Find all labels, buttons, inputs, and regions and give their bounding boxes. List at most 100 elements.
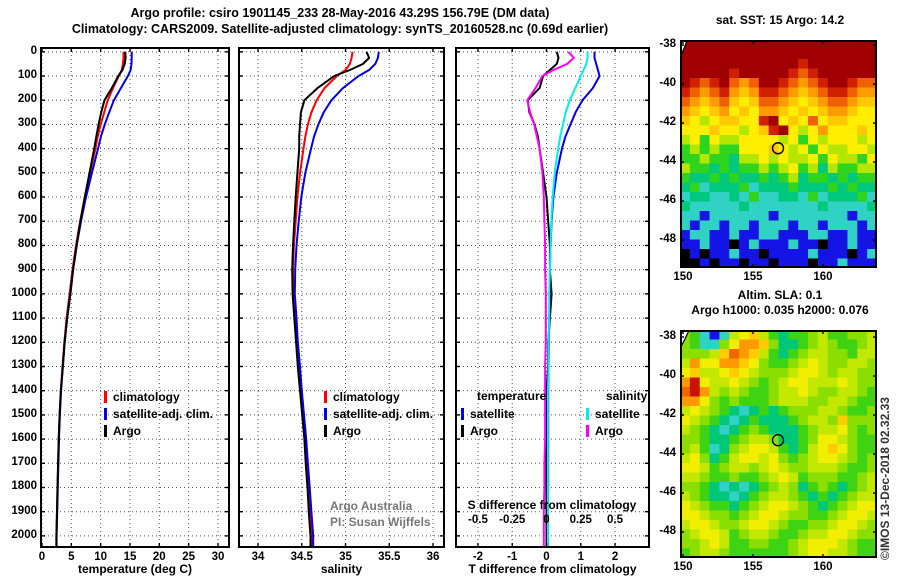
map-cell <box>729 539 740 549</box>
map-cell <box>847 239 858 250</box>
map-cell <box>680 377 691 388</box>
map-cell <box>680 59 691 69</box>
map-cell <box>768 173 779 183</box>
map-cell <box>758 97 770 107</box>
argo-swatch <box>461 424 464 437</box>
map-cell <box>768 230 779 240</box>
map-cell <box>739 249 750 259</box>
depth-tick-label: 1100 <box>12 311 37 324</box>
map-cell <box>857 78 868 88</box>
map-cell <box>768 387 779 397</box>
map-cell <box>699 349 711 359</box>
x-tick-label: 25 <box>182 551 196 563</box>
map-cell <box>847 125 858 136</box>
map-cell <box>788 116 799 126</box>
map-cell <box>847 49 858 60</box>
map-cell <box>808 491 819 502</box>
map-cell <box>847 230 858 240</box>
map-cell <box>729 501 740 511</box>
satellite-adj-swatch <box>104 407 107 420</box>
map-cell <box>680 173 691 183</box>
map-cell <box>680 163 691 174</box>
map-cell <box>739 539 750 549</box>
map-cell <box>748 491 760 502</box>
argo-float-marker <box>771 142 785 155</box>
map-cell <box>748 368 760 378</box>
map-cell <box>867 501 877 511</box>
map-cell <box>719 387 730 397</box>
map-cell <box>699 211 711 221</box>
lat-tick-label: -46 <box>659 486 676 499</box>
map-cell <box>709 163 720 174</box>
map-cell <box>768 258 779 268</box>
map-cell <box>847 106 858 117</box>
map-cell <box>837 220 848 231</box>
map-cell <box>729 349 740 359</box>
map-cell <box>689 491 701 502</box>
map-cell <box>817 220 829 231</box>
map-cell <box>778 125 789 136</box>
map-cell <box>680 358 691 369</box>
depth-tick-label: 1400 <box>11 383 37 396</box>
map-cell <box>739 258 750 268</box>
map-cell <box>798 163 809 174</box>
map-cell <box>847 163 858 174</box>
map-cell <box>867 249 877 259</box>
map-cell <box>689 349 701 359</box>
map-cell <box>857 97 868 107</box>
map-cell <box>680 211 691 221</box>
map-cell <box>788 78 799 88</box>
map-cell <box>709 201 720 212</box>
map-cell <box>857 220 868 231</box>
map-cell <box>778 249 789 259</box>
map-cell <box>689 68 701 79</box>
lat-tick-label: -38 <box>659 330 676 343</box>
map-cell <box>798 520 809 530</box>
map-cell <box>768 463 779 473</box>
legend-item: Argo <box>324 422 433 439</box>
x-tick-label: 36 <box>426 551 440 563</box>
map-cell <box>699 68 711 79</box>
x-tick-label: 35 <box>339 551 352 563</box>
map-cell <box>699 406 711 416</box>
map-cell <box>680 182 691 193</box>
map-cell <box>867 239 877 250</box>
map-cell <box>739 239 750 250</box>
depth-tick-label: 1800 <box>11 480 37 493</box>
annotation-line: PI: Susan Wijffels <box>330 515 431 529</box>
map-cell <box>808 387 819 397</box>
map-cell <box>709 59 720 69</box>
map-cell <box>699 548 711 558</box>
map-cell <box>680 125 691 136</box>
map-cell <box>680 78 691 88</box>
map-cell <box>768 539 779 549</box>
map-cell <box>827 548 839 558</box>
map-cell <box>808 358 819 369</box>
map-cell <box>847 116 858 126</box>
map-cell <box>699 154 711 164</box>
map-cell <box>817 482 829 492</box>
map-cell <box>729 387 740 397</box>
map-cell <box>808 434 819 445</box>
map-cell <box>817 444 829 454</box>
map-cell <box>847 444 858 454</box>
depth-tick-label: 300 <box>17 117 37 130</box>
map-cell <box>837 539 848 549</box>
map-cell <box>847 330 858 340</box>
map-cell <box>788 463 799 473</box>
map-cell <box>808 106 819 117</box>
map-cell <box>739 529 750 540</box>
map-cell <box>798 192 809 202</box>
map-cell <box>729 239 740 250</box>
map-cell <box>699 249 711 259</box>
lon-tick-label: 155 <box>743 561 763 573</box>
map-cell <box>689 529 701 540</box>
map-cell <box>857 59 868 69</box>
map-cell <box>699 59 711 69</box>
map-cell <box>729 78 740 88</box>
map-cell <box>699 472 711 483</box>
map-cell <box>798 144 809 155</box>
map-cell <box>798 539 809 549</box>
map-cell <box>709 97 720 107</box>
map-cell <box>680 472 691 483</box>
